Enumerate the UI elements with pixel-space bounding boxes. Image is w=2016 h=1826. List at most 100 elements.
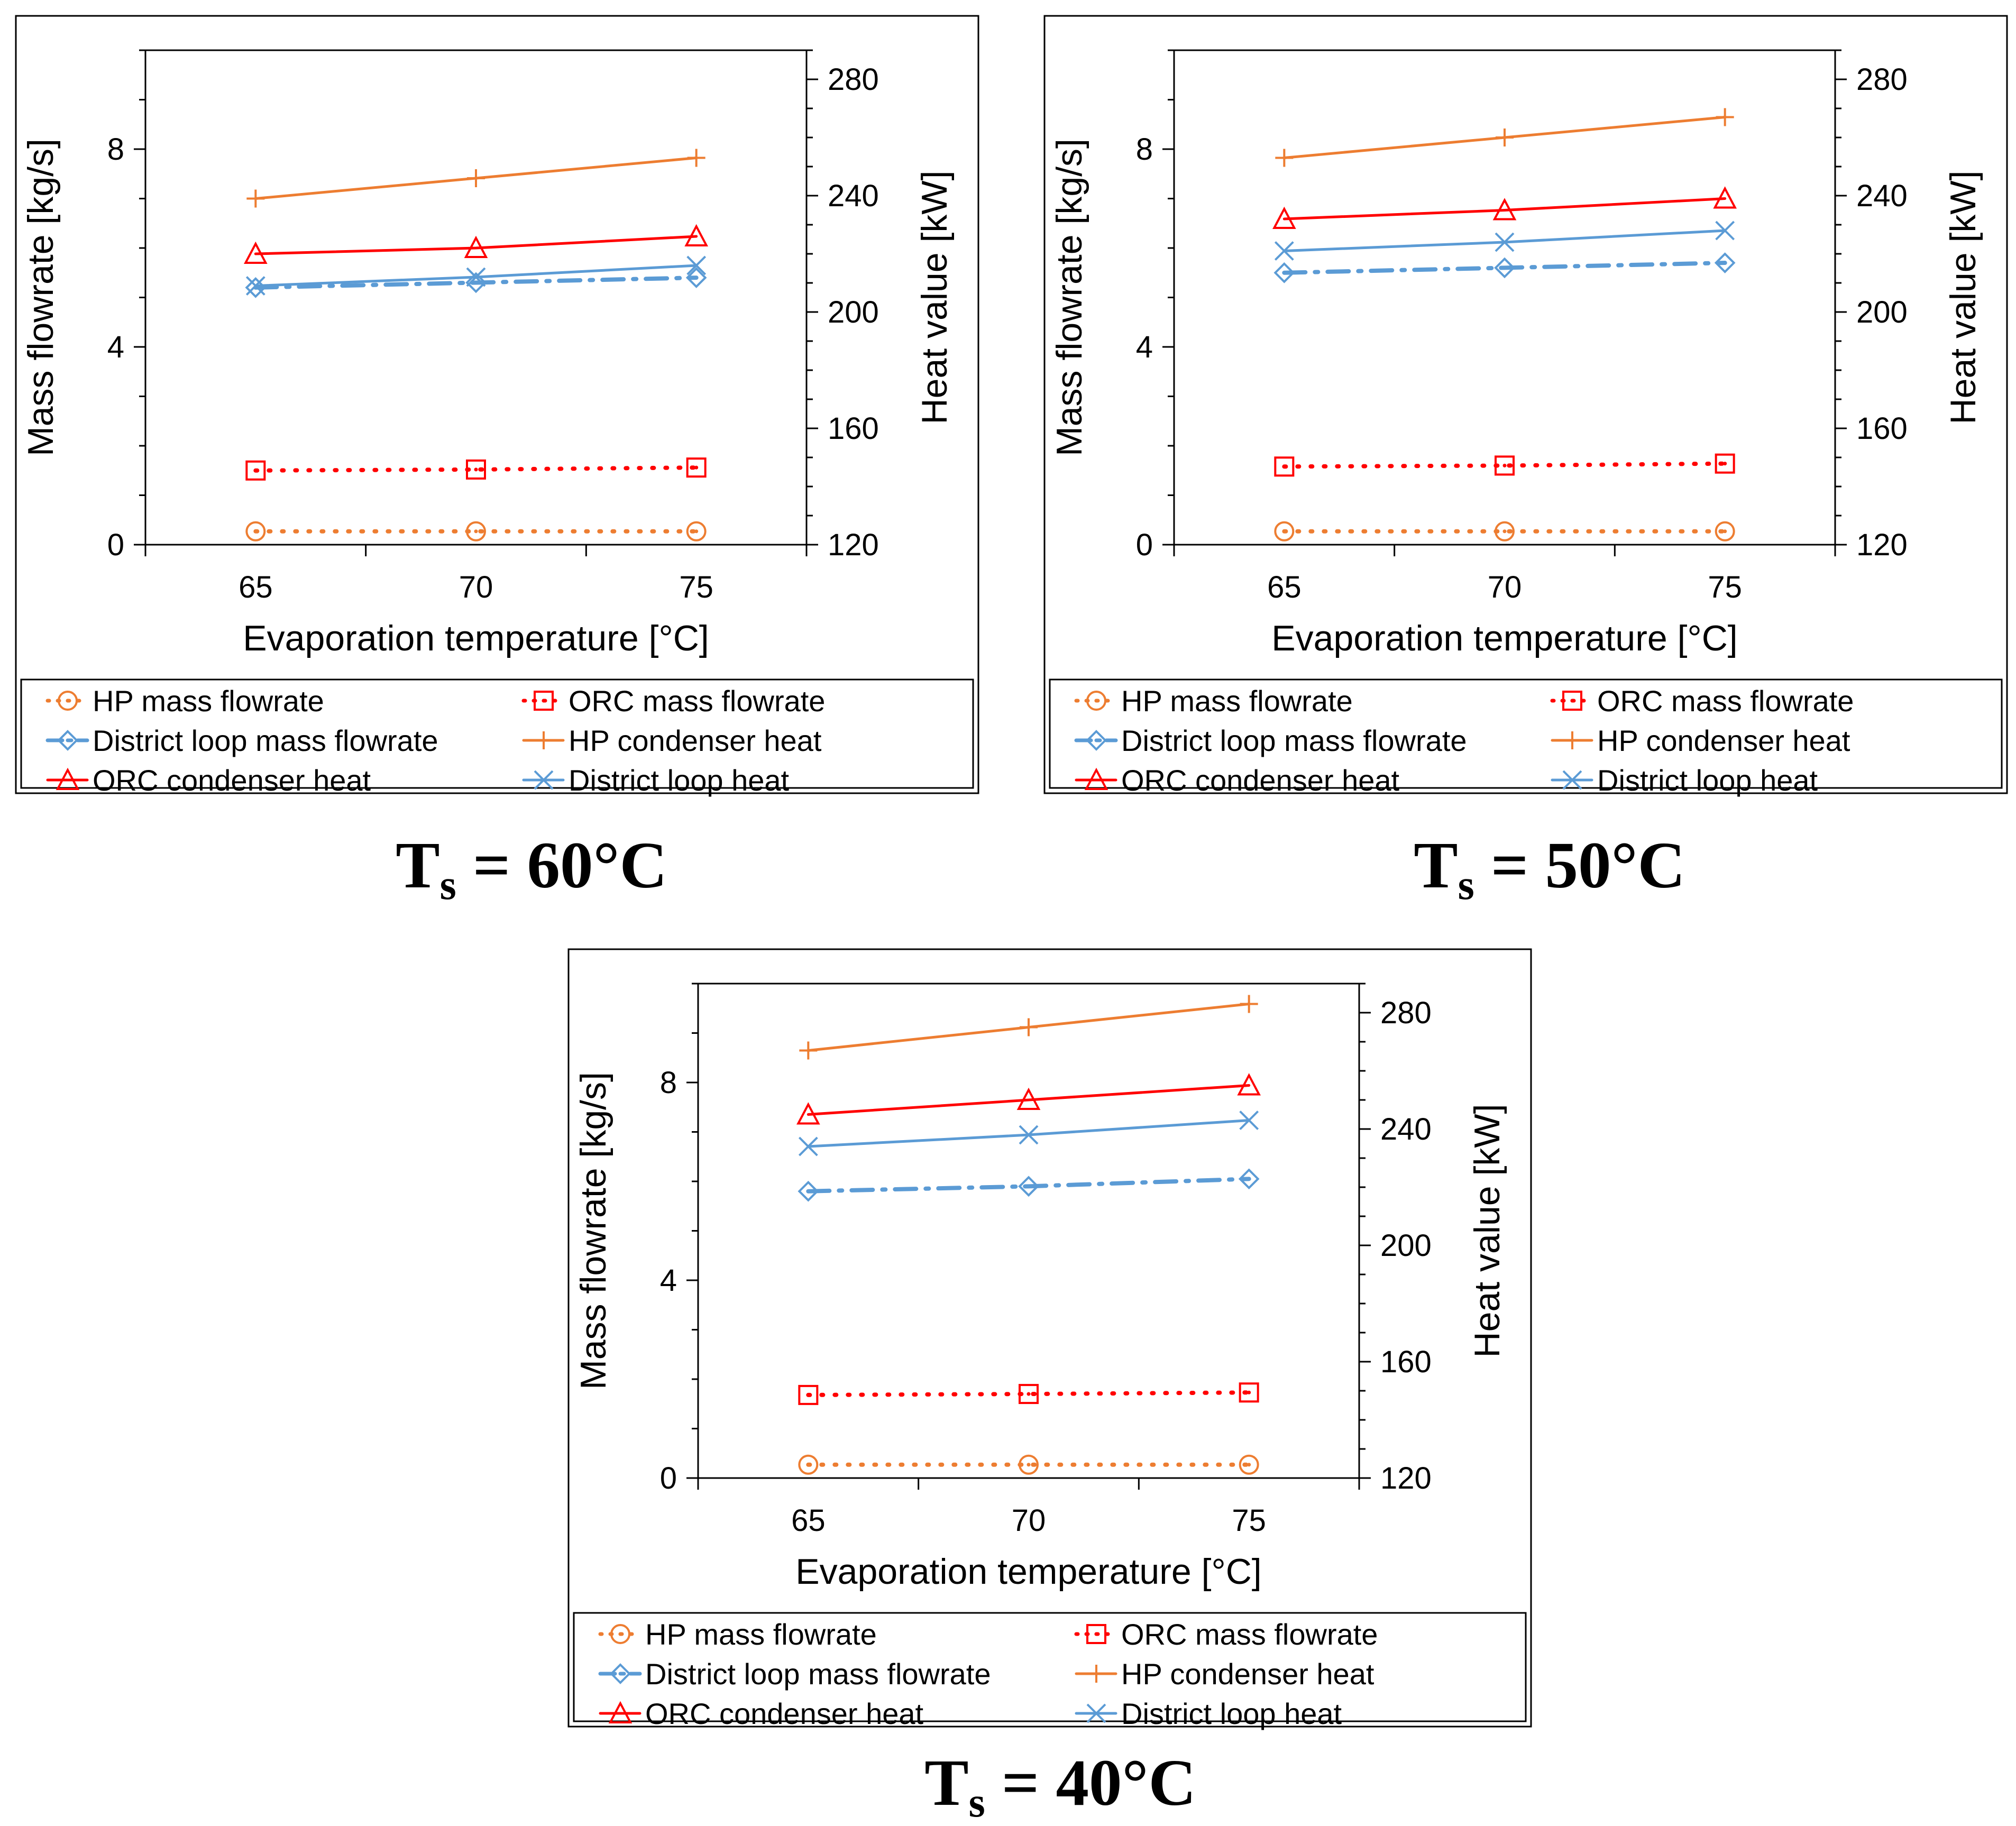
data-point xyxy=(1272,206,1296,229)
series-orc-condenser-heat xyxy=(796,1073,1261,1125)
data-point xyxy=(466,521,486,542)
series-orc-mass-flowrate xyxy=(245,457,707,481)
data-point xyxy=(796,1102,820,1125)
legend-label: HP condenser heat xyxy=(1121,1657,1374,1691)
x-tick-label: 70 xyxy=(1012,1503,1046,1538)
x-tick-label: 65 xyxy=(1267,570,1302,604)
data-point xyxy=(1238,1168,1260,1190)
y-left-tick-label: 4 xyxy=(660,1263,677,1298)
x-axis-title: Evaporation temperature [°C] xyxy=(1271,618,1737,658)
data-point-dot xyxy=(1282,529,1286,534)
data-point-dot xyxy=(1282,271,1286,275)
caption-rest: = 40°C xyxy=(985,1747,1196,1820)
legend-marker xyxy=(1086,730,1107,751)
legend-marker-dot xyxy=(618,1672,622,1676)
data-point xyxy=(464,235,488,258)
chart-svg-3: 65 70 75 Evaporation temperature [°C] 0 4 8 Mas… xyxy=(567,948,1532,1730)
data-point xyxy=(245,521,266,542)
y-right-tick-label: 240 xyxy=(828,179,879,213)
legend-item: ORC condenser heat xyxy=(599,1697,924,1730)
y-right-tick-label: 200 xyxy=(1856,295,1908,329)
legend-label: ORC mass flowrate xyxy=(1121,1618,1378,1651)
data-point xyxy=(246,189,265,208)
y-right-tick-label: 280 xyxy=(1380,996,1432,1030)
chart-caption-1: Ts = 60°C xyxy=(267,833,796,907)
legend-item: District loop heat xyxy=(1075,1697,1342,1730)
data-point xyxy=(1715,453,1735,474)
y-left-axis-title: Mass flowrate [kg/s] xyxy=(21,139,61,456)
data-point-dot xyxy=(474,280,478,285)
y-left-axis-title: Mass flowrate [kg/s] xyxy=(573,1072,613,1390)
y-right-tick-label: 280 xyxy=(828,62,879,97)
data-point-dot xyxy=(694,276,699,280)
legend-marker xyxy=(1086,691,1106,711)
legend-marker xyxy=(1084,767,1108,790)
legend-label: HP condenser heat xyxy=(1597,724,1850,757)
legend-marker xyxy=(608,1701,633,1723)
legend-item: HP condenser heat xyxy=(522,724,822,757)
series-district-loop-heat xyxy=(798,1111,1259,1157)
data-point xyxy=(1239,1382,1259,1403)
y-right-tick-label: 280 xyxy=(1856,62,1908,97)
data-point xyxy=(1018,1176,1039,1197)
data-point xyxy=(798,1180,819,1202)
legend-marker-dot xyxy=(1094,738,1098,742)
data-point xyxy=(799,1041,818,1060)
data-point-dot xyxy=(1723,529,1727,534)
legend-label: District loop mass flowrate xyxy=(1121,724,1467,757)
series-hp-mass-flowrate xyxy=(1274,521,1735,542)
y-right-tick-label: 160 xyxy=(828,411,879,446)
legend-marker-dot xyxy=(1570,699,1574,703)
legend-item: ORC condenser heat xyxy=(46,764,371,797)
data-point xyxy=(1239,1454,1259,1475)
data-point xyxy=(1274,521,1295,542)
x-tick-label: 65 xyxy=(791,1503,826,1538)
y-right-tick-label: 160 xyxy=(1380,1345,1432,1379)
legend-item: HP condenser heat xyxy=(1551,724,1850,757)
series-line xyxy=(807,1084,1251,1116)
legend-label: ORC condenser heat xyxy=(93,764,371,797)
series-orc-mass-flowrate xyxy=(798,1382,1259,1405)
legend-item: ORC condenser heat xyxy=(1075,764,1400,797)
data-point xyxy=(1494,257,1515,279)
series-hp-mass-flowrate xyxy=(798,1454,1259,1475)
legend-marker xyxy=(610,1663,631,1684)
data-point xyxy=(245,276,265,296)
legend-marker xyxy=(534,691,554,711)
legend-label: ORC mass flowrate xyxy=(1597,684,1854,718)
legend-label: District loop heat xyxy=(1597,764,1818,797)
data-point xyxy=(1495,455,1515,476)
legend-marker xyxy=(1086,1703,1106,1723)
series-district-loop-heat xyxy=(1274,221,1735,261)
legend-item: District loop heat xyxy=(1551,764,1818,797)
y-right-tick-label: 120 xyxy=(1380,1461,1432,1495)
data-point xyxy=(467,169,485,187)
series-line xyxy=(254,235,698,255)
x-tick-label: 75 xyxy=(1232,1503,1266,1538)
legend-item: ORC mass flowrate xyxy=(1074,1618,1378,1651)
data-point-dot xyxy=(1027,1463,1031,1467)
data-point-dot xyxy=(1282,464,1286,469)
data-point xyxy=(466,267,486,287)
data-point xyxy=(245,460,266,481)
legend-marker-dot xyxy=(542,699,546,703)
legend-marker xyxy=(1562,770,1582,790)
x-tick-label: 75 xyxy=(1708,570,1742,604)
legend-box xyxy=(573,1612,1527,1722)
data-point-dot xyxy=(694,529,699,534)
y-right-tick-label: 200 xyxy=(1380,1228,1432,1263)
series-district-loop-mass-flowrate xyxy=(1273,252,1736,283)
data-point xyxy=(1016,1087,1041,1110)
caption-rest: = 50°C xyxy=(1474,829,1685,902)
x-tick-label: 75 xyxy=(679,570,713,604)
legend-item: HP condenser heat xyxy=(1075,1657,1374,1691)
data-point xyxy=(1275,149,1294,167)
y-left-tick-label: 4 xyxy=(1136,330,1153,364)
y-left-tick-label: 8 xyxy=(660,1066,677,1100)
data-point-dot xyxy=(694,465,699,470)
data-point xyxy=(1237,1073,1261,1096)
data-point-dot xyxy=(806,1393,810,1397)
legend-label: District loop mass flowrate xyxy=(645,1657,991,1691)
y-left-tick-label: 0 xyxy=(1136,528,1153,562)
legend-item: District loop mass flowrate xyxy=(598,1657,991,1691)
